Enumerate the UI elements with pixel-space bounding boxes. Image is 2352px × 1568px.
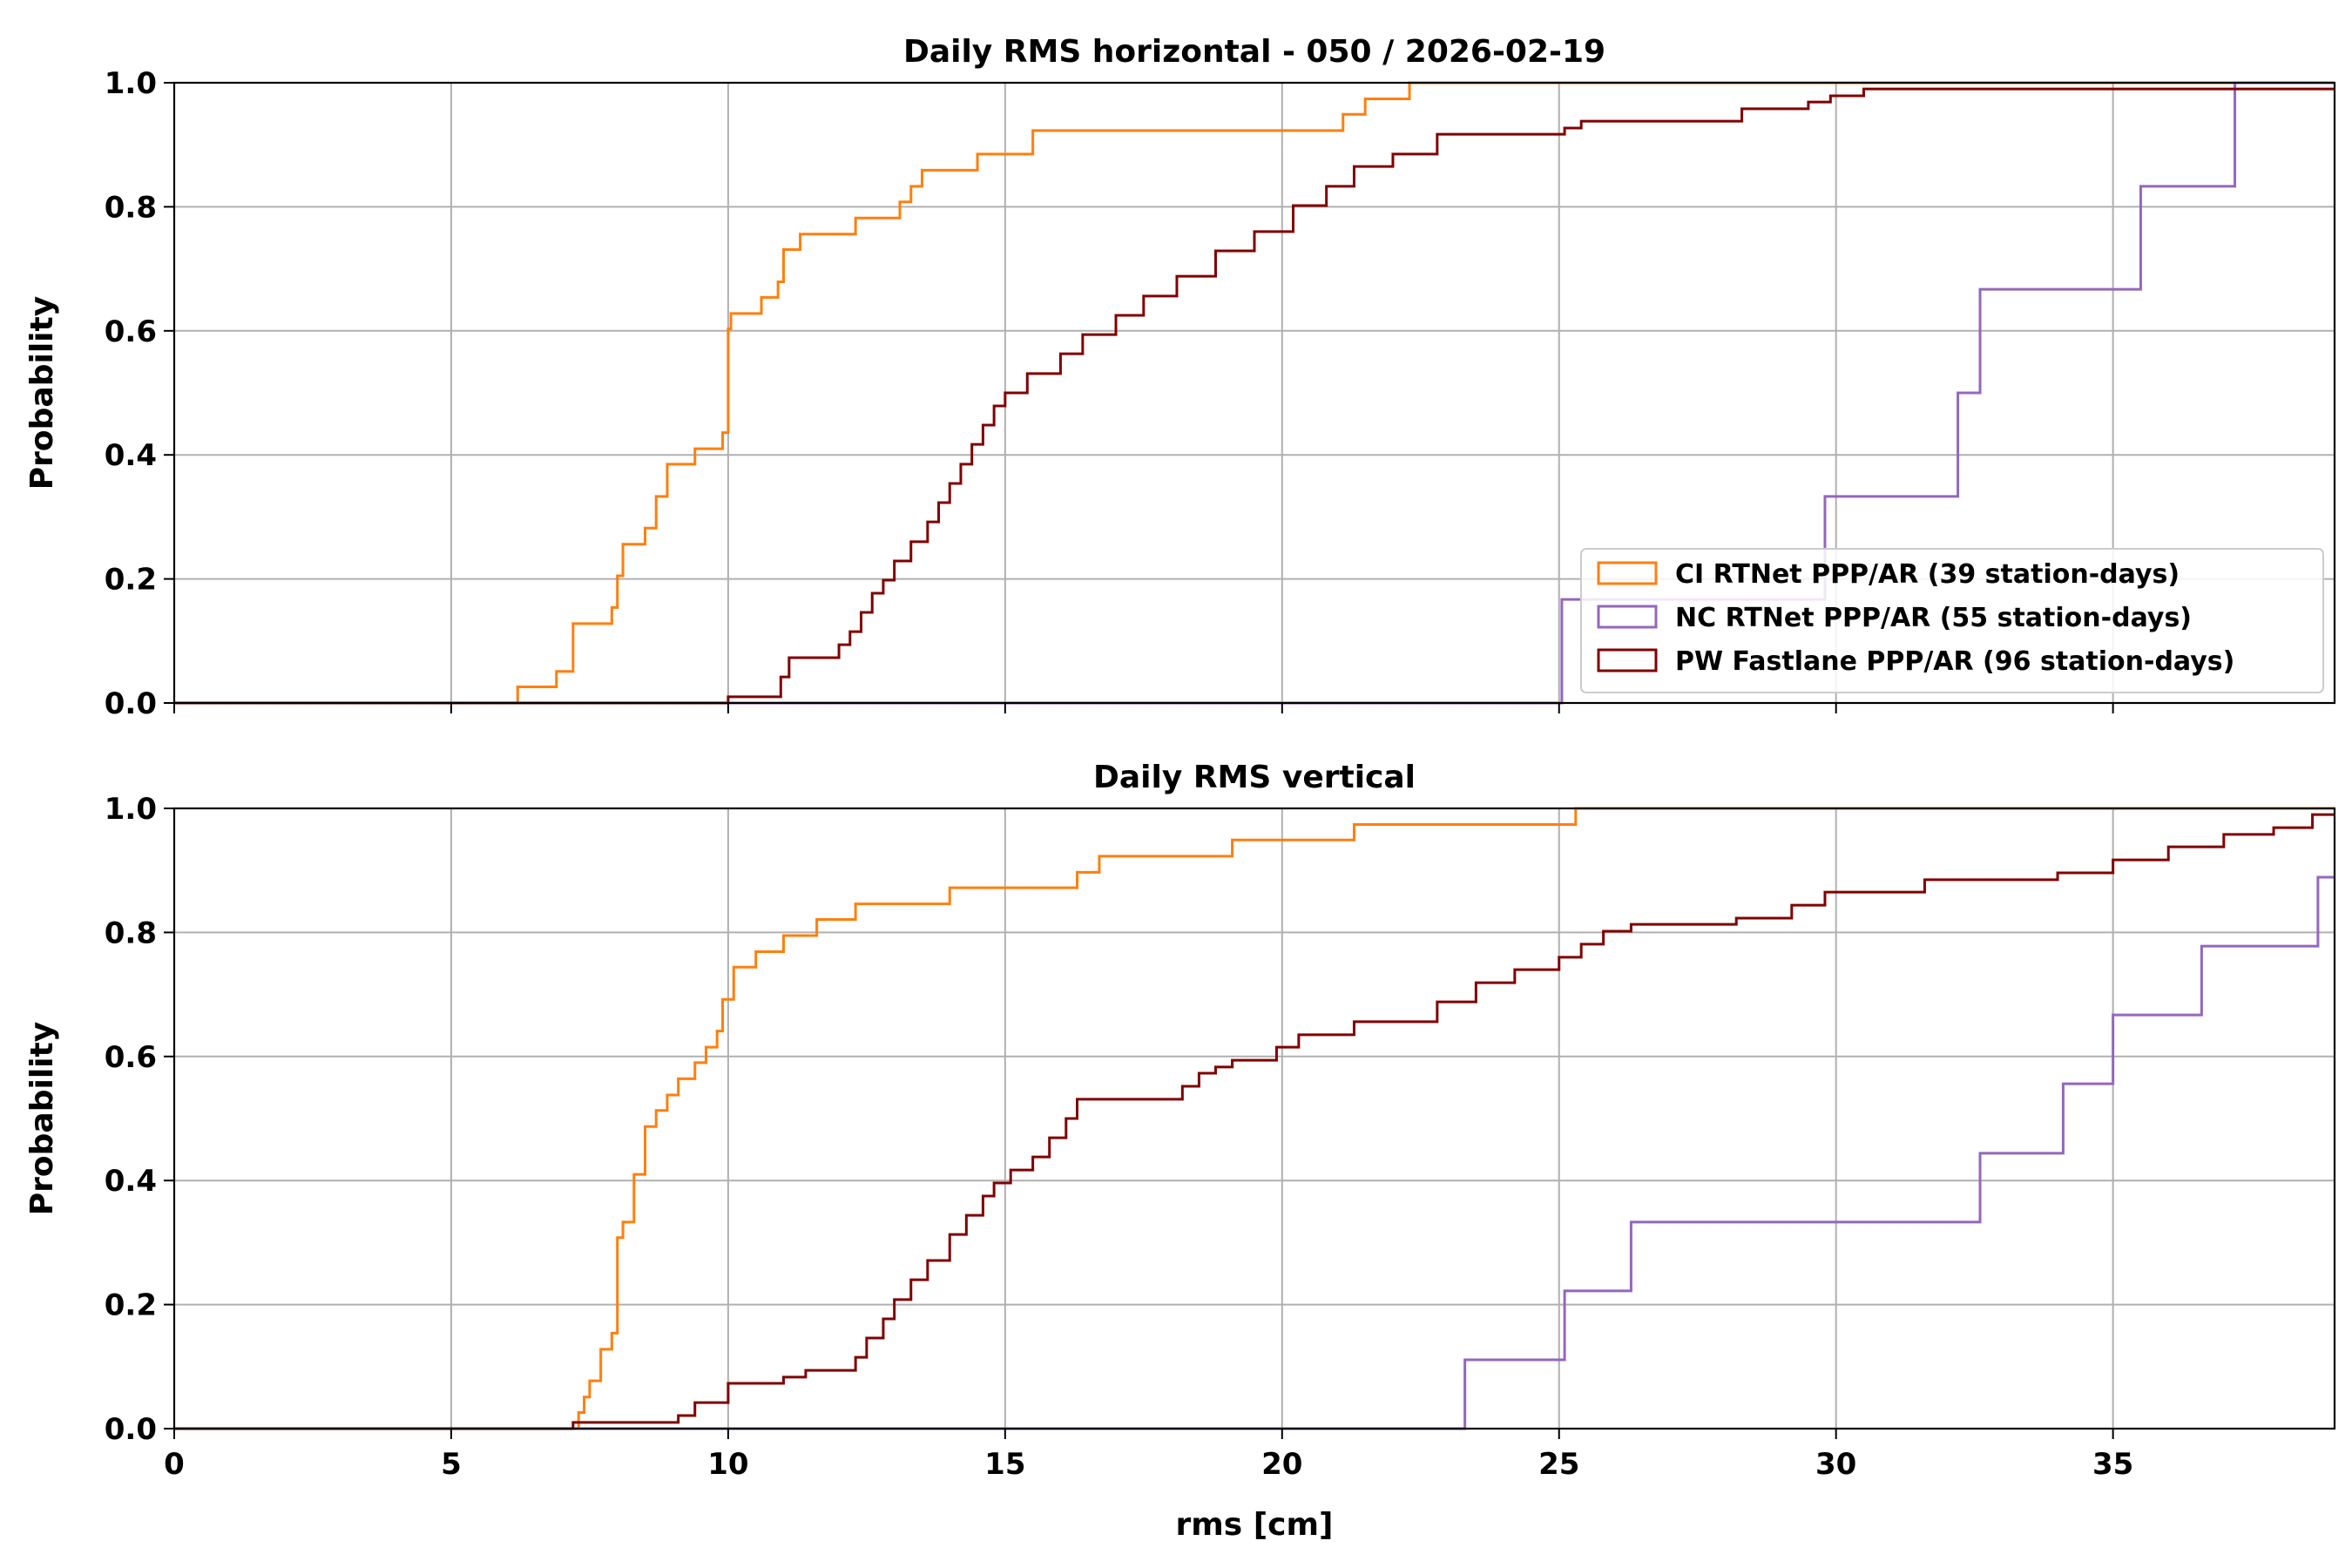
x-tick-label: 30 [1815,1447,1856,1482]
x-tick-label: 5 [441,1447,462,1482]
legend-entry-label: PW Fastlane PPP/AR (96 station-days) [1675,646,2234,677]
vertical-y-tick-label: 0.4 [105,1164,157,1199]
horizontal-y-tick-label: 1.0 [105,66,157,101]
x-tick-label: 0 [164,1447,185,1482]
vertical-rms-title: Daily RMS vertical [1093,760,1416,795]
horizontal-y-tick-label: 0.0 [105,686,157,721]
horizontal-rms-title: Daily RMS horizontal - 050 / 2026-02-19 [903,34,1605,70]
vertical-rms-y-axis-label: Probability [24,1022,60,1215]
vertical-y-tick-label: 0.2 [105,1288,157,1323]
horizontal-rms-axes-frame [172,81,2336,705]
vertical-rms-axes-frame [172,807,2336,1430]
vertical-series-ci-rtnet-ppp-ar [174,807,2335,1430]
x-axis-label: rms [cm] [1176,1507,1334,1543]
vertical-rms-panel: 0 5 10 15 20 25 30 35 0.0 0.2 0.4 0.6 0.8 1.0 Daily R… [24,760,2336,1543]
vertical-y-tick-label: 0.0 [105,1412,157,1447]
chart-legend: CI RTNet PPP/AR (39 station-days) NC RTNe… [1580,548,2324,693]
horizontal-y-tick-label: 0.8 [105,190,157,225]
vertical-rms-ticks: 0 5 10 15 20 25 30 35 0.0 0.2 0.4 0.6 0.8 1.0 [105,792,2134,1482]
horizontal-y-tick-label: 0.2 [105,563,157,598]
vertical-rms-series [174,807,2335,1430]
legend-entry-label: NC RTNet PPP/AR (55 station-days) [1675,603,2192,633]
vertical-y-tick-label: 0.8 [105,916,157,950]
horizontal-rms-y-axis-label: Probability [24,296,60,490]
x-tick-label: 15 [984,1447,1025,1482]
x-tick-label: 35 [2092,1447,2133,1482]
vertical-y-tick-label: 0.6 [105,1040,157,1075]
legend-swatch [1597,648,1658,672]
horizontal-series-ci-rtnet-ppp-ar [174,81,2335,705]
vertical-y-tick-label: 1.0 [105,792,157,827]
legend-swatch [1597,561,1658,585]
horizontal-series-pw-fastlane-ppp-ar [174,87,2335,705]
x-tick-label: 10 [707,1447,748,1482]
legend-box [1580,548,2324,693]
legend-swatch [1597,605,1658,629]
legend-entry-label: CI RTNet PPP/AR (39 station-days) [1675,559,2180,590]
horizontal-y-tick-label: 0.4 [105,438,157,473]
horizontal-rms-panel: 0.0 0.2 0.4 0.6 0.8 1.0 Daily RMS horizontal … [24,34,2336,721]
x-tick-label: 20 [1261,1447,1302,1482]
horizontal-y-tick-label: 0.6 [105,314,157,349]
horizontal-rms-ticks: 0.0 0.2 0.4 0.6 0.8 1.0 [105,66,2114,721]
x-tick-label: 25 [1538,1447,1579,1482]
vertical-series-nc-rtnet-ppp-ar [174,875,2335,1430]
vertical-series-pw-fastlane-ppp-ar [174,813,2335,1430]
